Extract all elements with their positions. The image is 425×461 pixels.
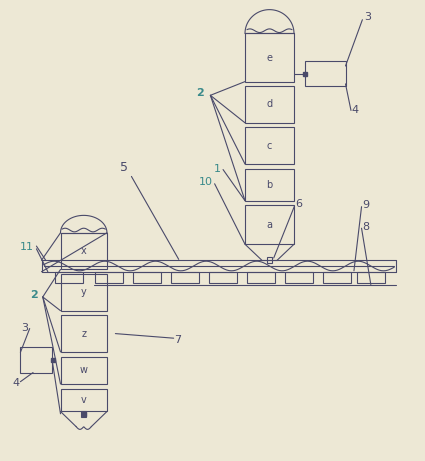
Bar	[285, 272, 313, 283]
Text: b: b	[266, 180, 272, 189]
Bar	[60, 315, 107, 352]
Bar	[245, 34, 294, 82]
Text: 5: 5	[120, 161, 128, 174]
Bar	[60, 389, 107, 412]
Text: 2: 2	[30, 290, 38, 300]
Text: d: d	[266, 100, 272, 110]
Text: 4: 4	[352, 106, 359, 115]
Text: 7: 7	[175, 335, 181, 344]
Bar	[306, 61, 346, 86]
Text: 3: 3	[365, 12, 371, 23]
Text: y: y	[81, 287, 87, 297]
Text: 10: 10	[198, 177, 212, 187]
Bar	[245, 169, 294, 201]
Text: a: a	[266, 220, 272, 230]
Text: 2: 2	[196, 88, 204, 98]
Text: e: e	[266, 53, 272, 63]
Text: 11: 11	[20, 242, 34, 253]
Bar	[60, 356, 107, 384]
Bar	[357, 272, 385, 283]
Text: 8: 8	[363, 222, 369, 232]
Bar	[267, 257, 272, 263]
Bar	[95, 272, 123, 283]
Text: w: w	[80, 365, 88, 375]
Bar	[245, 127, 294, 164]
Bar	[245, 205, 294, 244]
Bar	[20, 347, 52, 372]
Text: 9: 9	[363, 200, 369, 210]
Text: v: v	[81, 395, 87, 405]
Bar	[55, 272, 83, 283]
Bar	[60, 233, 107, 269]
Text: z: z	[81, 329, 86, 338]
Text: 1: 1	[214, 164, 221, 174]
Text: c: c	[267, 141, 272, 151]
Bar	[245, 86, 294, 123]
Text: 3: 3	[21, 323, 28, 333]
Bar	[133, 272, 161, 283]
Bar	[171, 272, 199, 283]
Bar	[81, 411, 86, 417]
Bar	[60, 274, 107, 311]
Text: x: x	[81, 246, 87, 256]
Bar	[323, 272, 351, 283]
Bar	[210, 272, 237, 283]
Text: 4: 4	[12, 378, 19, 388]
Text: 6: 6	[295, 199, 302, 209]
Bar	[247, 272, 275, 283]
